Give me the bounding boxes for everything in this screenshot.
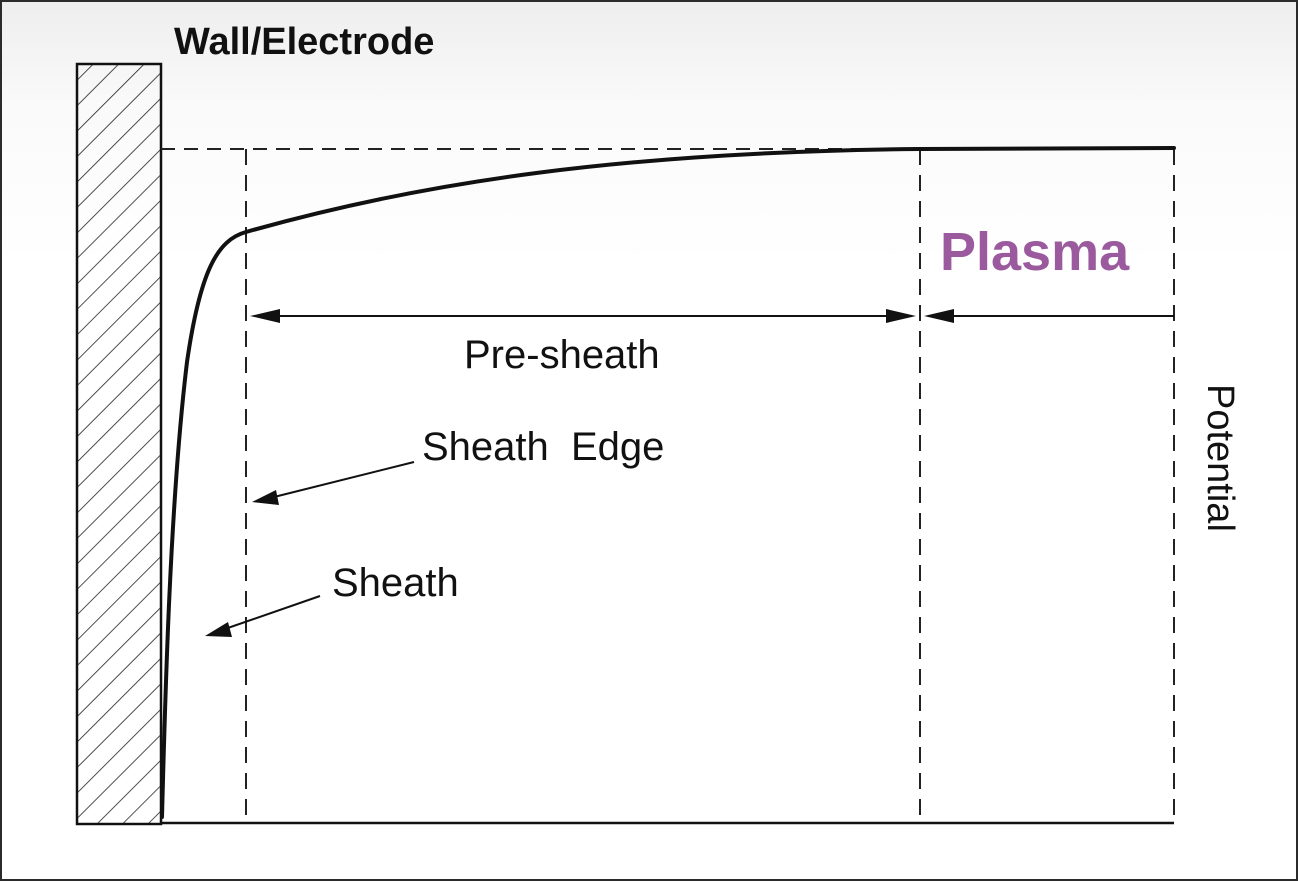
wall-electrode-block	[75, 62, 163, 826]
wall-electrode-label: Wall/Electrode	[174, 21, 434, 63]
potential-curve	[160, 146, 1176, 819]
sheath-edge-pointer	[269, 461, 415, 499]
plasma-label: Plasma	[940, 222, 1130, 282]
sheath-label: Sheath	[332, 561, 459, 605]
presheath-arrowhead-right	[886, 309, 916, 323]
presheath-label: Pre-sheath	[464, 333, 660, 377]
sheath-pointer	[221, 595, 321, 631]
presheath-arrowhead-left	[250, 309, 280, 323]
potential-axis-label: Potential	[1199, 384, 1241, 532]
sheath-edge-label: Sheath Edge	[422, 425, 664, 469]
sheath-edge-pointer-head	[252, 490, 279, 505]
sheath-pointer-head	[205, 622, 232, 637]
plasma-arrowhead-left	[924, 309, 954, 323]
